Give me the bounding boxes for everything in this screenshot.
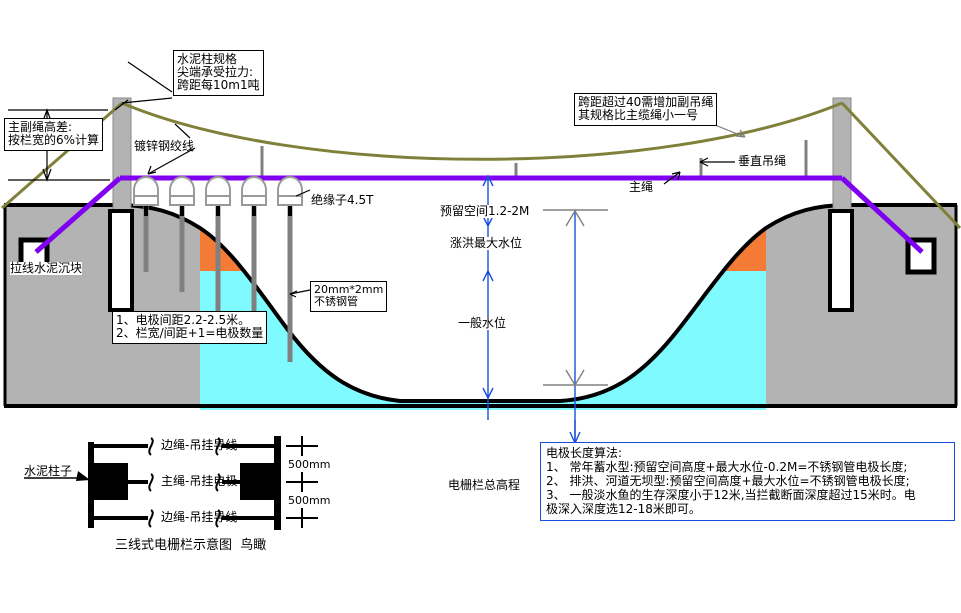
- height-diff-arrow-up: [42, 108, 52, 122]
- benchmark-bottom-tri: [565, 369, 585, 387]
- plan-label-cement-pole: 水泥柱子: [24, 464, 73, 478]
- plan-dimension-ticks: [286, 436, 318, 528]
- main-rope-anchor-left: [34, 176, 122, 254]
- algorithm-box-leader: [569, 420, 581, 445]
- callout-electrode-notes: 1、电极间距2.2-2.5米。 2、栏宽/间距+1=电极数量: [112, 311, 268, 344]
- callout-length-algorithm: 电极长度算法: 1、 常年蓄水型:预留空间高度+最大水位-0.2M=不锈钢管电极…: [540, 442, 955, 521]
- label-total-elevation: 电栅栏总高程: [448, 478, 521, 492]
- pole-right-lower: [828, 209, 854, 312]
- leader-lines: [114, 61, 735, 298]
- terrain-outline: [4, 203, 957, 403]
- callout-reserved-space: 预留空间1.2-2M: [440, 204, 530, 218]
- bottom-plan-view: [24, 436, 318, 530]
- plan-post-left: [88, 442, 94, 528]
- plan-wires: [94, 444, 274, 520]
- callout-rope-height-diff: 主副绳高差: 按栏宽的6%计算: [4, 118, 104, 151]
- steel-cable-catenary: [121, 101, 843, 161]
- electrode-assembly-2: [169, 176, 195, 292]
- insulator-skirt-2: [169, 195, 195, 206]
- dim-arrow-down-1: [482, 215, 494, 228]
- insulator-skirt-5: [277, 195, 303, 206]
- leader-galvanized-2: [174, 123, 191, 139]
- insulator-skirt-4: [241, 195, 267, 206]
- plan-break-marks: [148, 437, 221, 528]
- main-rope-anchor-right: [840, 176, 924, 254]
- leader-galvanized: [147, 147, 196, 175]
- leader-span-note-arrow: [735, 129, 746, 138]
- label-flood-water-level: 涨洪最大水位: [450, 236, 523, 250]
- height-diff-arrow-down: [42, 168, 52, 182]
- break-mark-6: [215, 509, 221, 528]
- callout-steel-pipe: 20mm*2mm 不锈钢管: [310, 281, 388, 312]
- normal-water-fill: [200, 228, 766, 410]
- callout-main-rope: 主绳: [629, 180, 654, 194]
- leader-main-rope: [663, 171, 681, 185]
- leader-steel-pipe: [289, 289, 311, 295]
- leader-span-note: [714, 124, 746, 138]
- water-group: [200, 228, 766, 410]
- pole-left-lower: [108, 209, 134, 312]
- electrode-assembly-4: [241, 176, 267, 336]
- callout-span-note: 跨距超过40需增加副吊绳 其规格比主缆绳小一号: [574, 93, 718, 126]
- break-mark-3: [148, 509, 154, 528]
- insulator-electrode-group: [133, 176, 303, 362]
- plan-label-wire-bottom: 边绳-吊挂导线: [161, 510, 238, 524]
- label-normal-water-level: 一般水位: [458, 316, 507, 330]
- pole-right-upper: [832, 97, 852, 216]
- leader-galvanized-arrow: [147, 165, 157, 175]
- plan-dim-lower: 500mm: [288, 494, 331, 507]
- main-rope-group: [34, 175, 924, 254]
- elevation-benchmarks: [543, 209, 608, 387]
- concrete-poles: [108, 97, 854, 312]
- pole-left-upper: [112, 97, 132, 216]
- dim-arrow-up-2: [482, 269, 494, 282]
- leader-pole-spec-a: [121, 97, 173, 104]
- insulator-skirt-1: [133, 195, 159, 206]
- plan-label-wire-top: 边绳-吊挂导线: [161, 438, 238, 452]
- leader-pole-spec-b: [127, 61, 173, 93]
- leader-insulator: [295, 189, 311, 197]
- leader-main-rope-arrow: [671, 171, 681, 181]
- electrode-assembly-5: [277, 176, 303, 362]
- electrode-assembly-1: [133, 176, 159, 272]
- break-mark-2: [148, 473, 154, 492]
- plan-block-left: [94, 463, 128, 500]
- plan-view-caption: 三线式电栅栏示意图 鸟瞰: [115, 538, 267, 553]
- plan-block-right: [240, 463, 274, 500]
- plan-pole-leader: [24, 471, 90, 481]
- plan-dim-upper: 500mm: [288, 458, 331, 471]
- dim-arrow-up-1: [482, 174, 494, 187]
- callout-pole-spec: 水泥柱规格 尖端承受拉力: 跨距每10m1吨: [173, 50, 264, 96]
- plan-pole-arrow: [76, 471, 90, 481]
- leader-steel-pipe-arrow: [289, 290, 298, 298]
- callout-galvanized-cable: 镀锌钢绞线: [134, 139, 195, 153]
- guy-wire-right: [840, 101, 961, 230]
- insulator-skirt-3: [205, 195, 231, 206]
- break-mark-5: [215, 473, 221, 492]
- benchmark-top-tri: [565, 209, 585, 227]
- plan-label-wire-mid: 主绳-吊挂电极: [161, 474, 238, 488]
- callout-insulator: 绝缘子4.5T: [311, 193, 374, 207]
- callout-anchor-block: 拉线水泥沉块: [10, 261, 83, 275]
- dim-arrow-down-2: [482, 387, 494, 400]
- leader-pole-spec-arrow: [114, 99, 129, 111]
- plan-post-right: [274, 436, 281, 530]
- leader-lines-gray: [714, 124, 746, 138]
- break-mark-4: [215, 437, 221, 456]
- callout-vertical-hanger: 垂直吊绳: [738, 154, 787, 168]
- electrode-assembly-3: [205, 176, 231, 314]
- leader-vertical-hanger-arrow: [699, 157, 709, 167]
- break-mark-1: [148, 437, 154, 456]
